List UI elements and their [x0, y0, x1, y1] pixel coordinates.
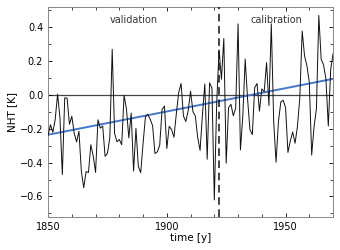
X-axis label: time [y]: time [y]: [170, 233, 211, 243]
Text: validation: validation: [109, 16, 158, 26]
Text: calibration: calibration: [250, 16, 302, 26]
Y-axis label: NHT [K]: NHT [K]: [7, 92, 17, 132]
